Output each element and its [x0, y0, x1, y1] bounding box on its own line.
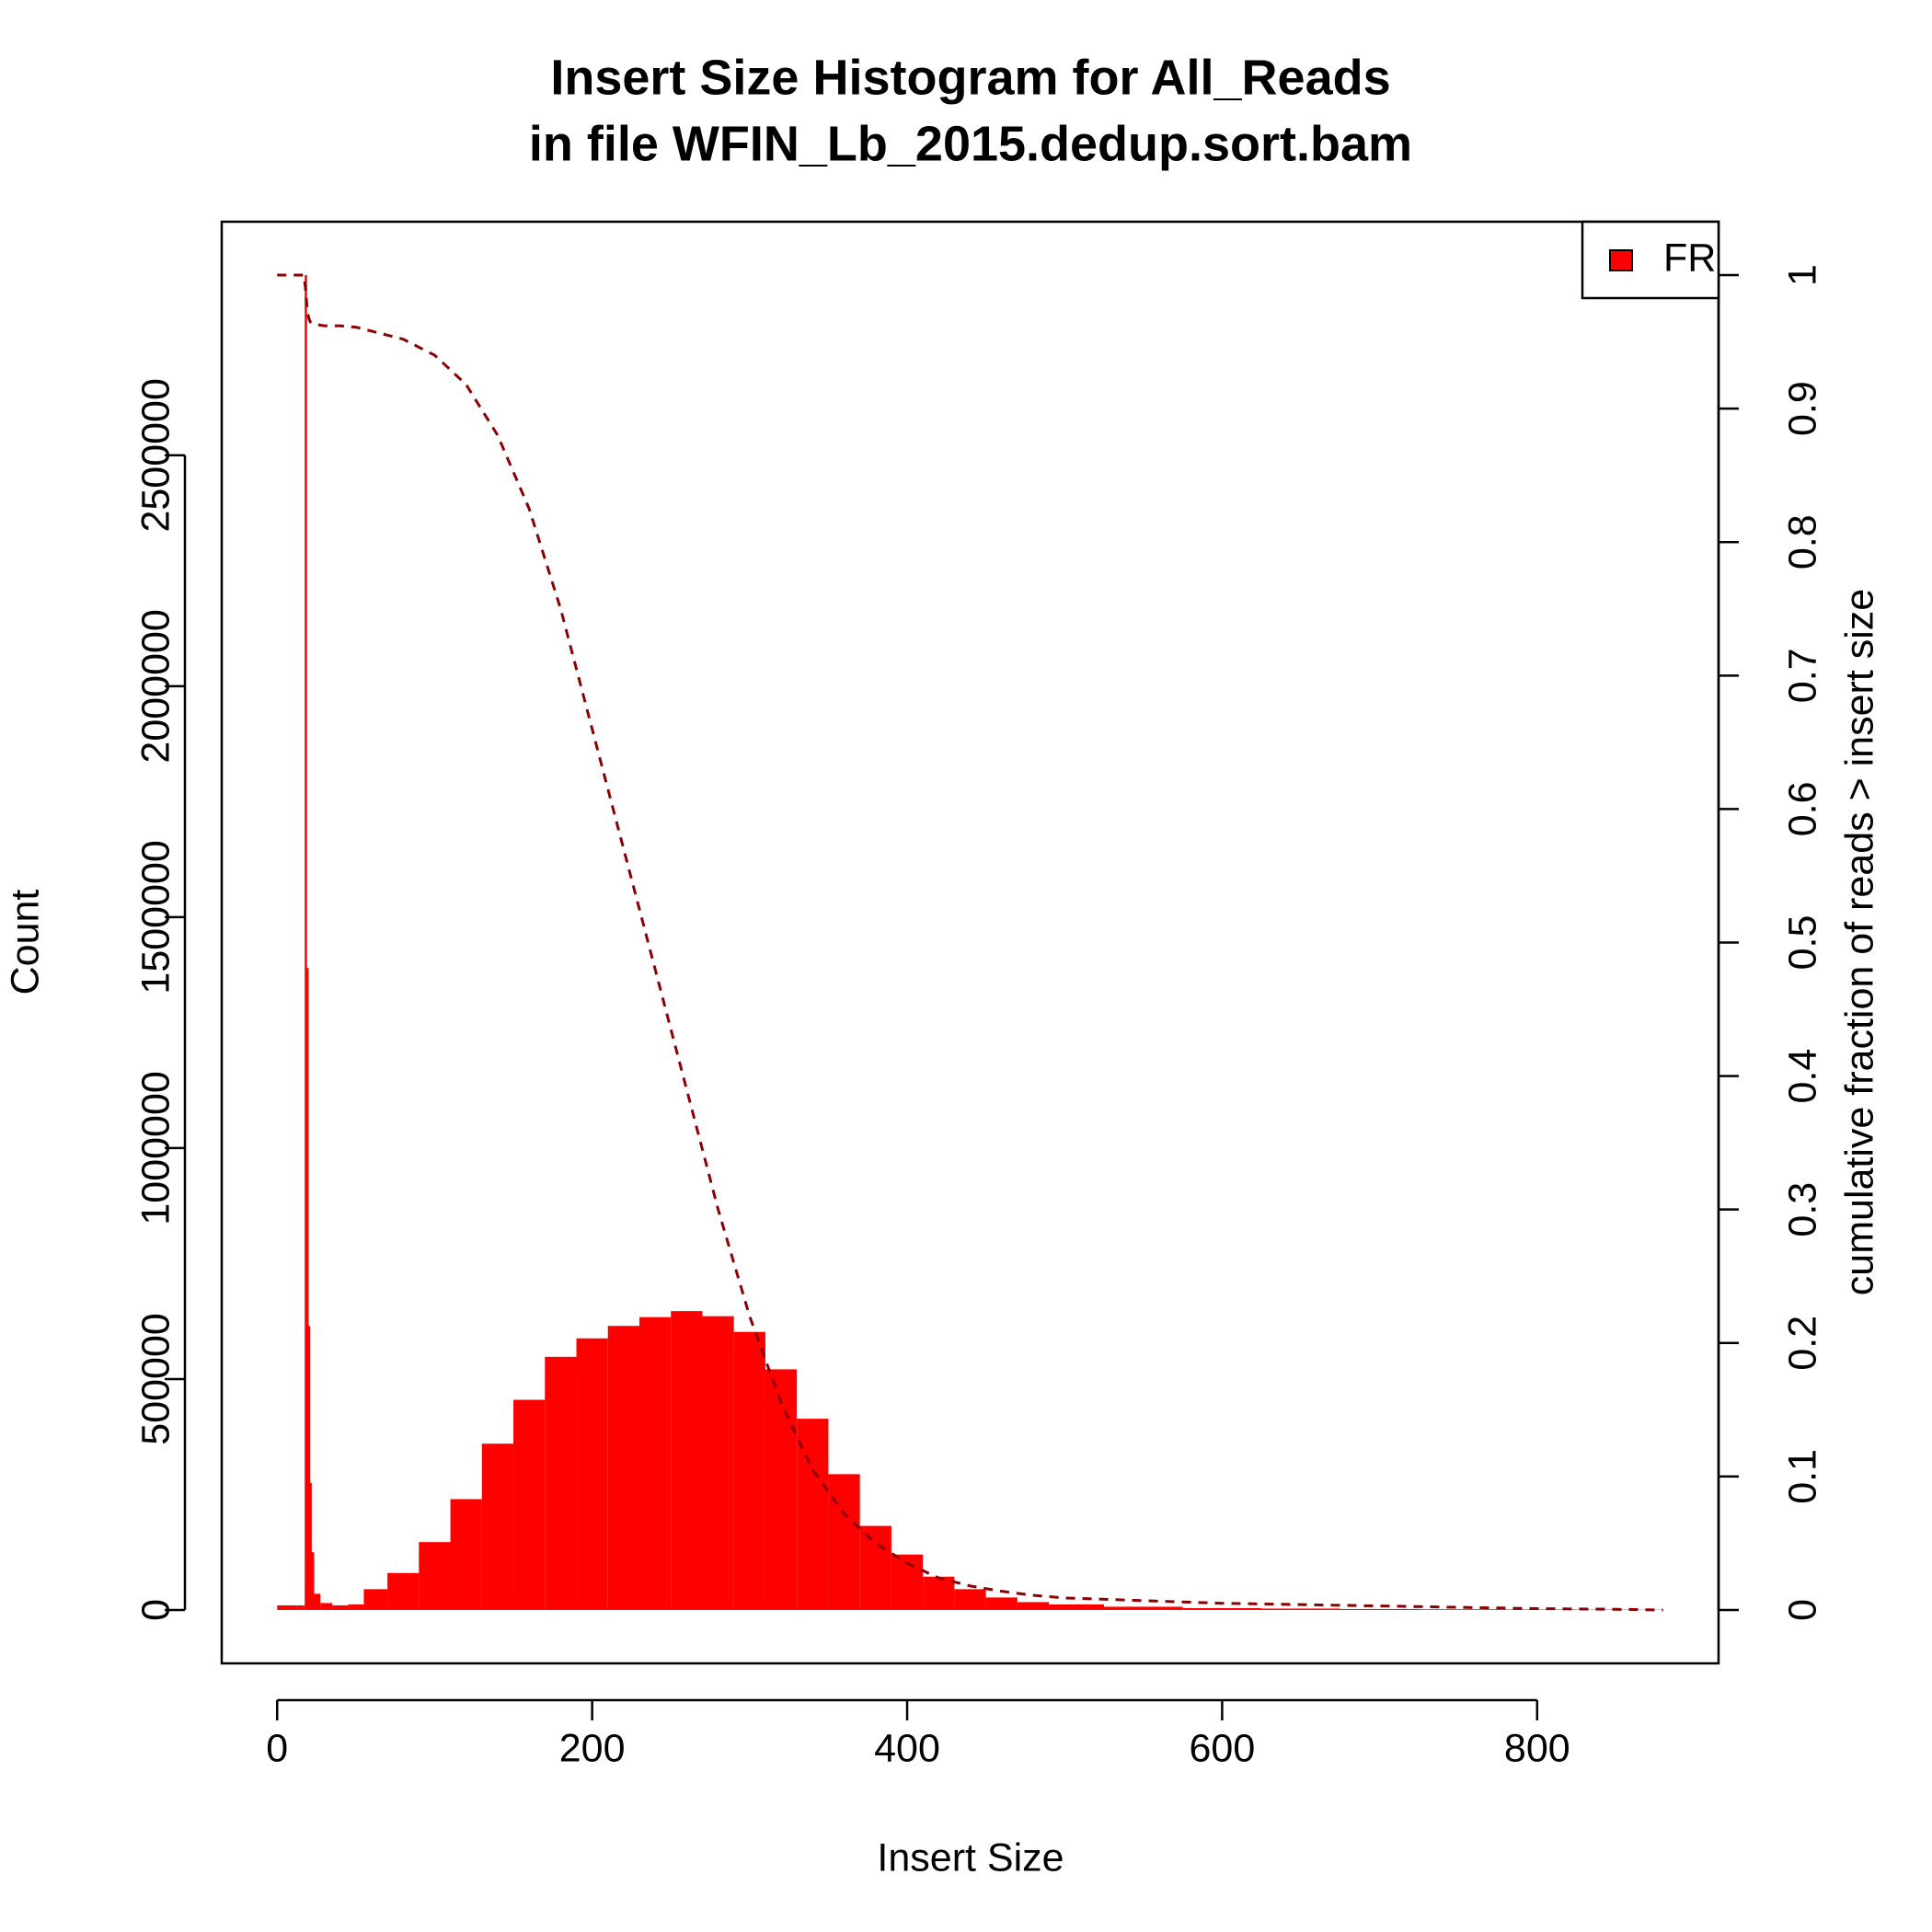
- y-tick-label: 2500000: [133, 378, 178, 532]
- y2-tick-label: 0.8: [1780, 514, 1824, 569]
- histogram-bar: [387, 1572, 420, 1610]
- histogram-bar: [419, 1542, 451, 1610]
- histogram-bar: [954, 1589, 986, 1610]
- histogram-bar: [314, 1593, 321, 1610]
- histogram-bar: [305, 275, 307, 1610]
- histogram-bar: [1419, 1609, 1498, 1610]
- y-tick-label: 1500000: [133, 840, 178, 994]
- chart-title: Insert Size Histogram for All_Reads: [550, 50, 1390, 105]
- cumulative-line: [277, 273, 1663, 1612]
- histogram-bar: [311, 1552, 315, 1610]
- y2-tick-label: 0.6: [1780, 782, 1824, 837]
- histogram-bar: [302, 1604, 305, 1610]
- histogram-bar: [797, 1419, 829, 1610]
- histogram-bar: [1261, 1608, 1340, 1610]
- histogram-bar: [363, 1589, 388, 1610]
- histogram-bar: [607, 1326, 639, 1610]
- y-tick-label: 1000000: [133, 1071, 178, 1225]
- histogram-bar: [307, 1326, 311, 1610]
- y2-tick-label: 0.3: [1780, 1182, 1824, 1237]
- histogram-bar: [309, 1482, 312, 1610]
- histogram-bar: [305, 968, 309, 1610]
- x-tick-label: 600: [1190, 1726, 1256, 1770]
- y2-tick-label: 0.7: [1780, 648, 1824, 703]
- histogram-bar: [576, 1338, 608, 1610]
- histogram-bar: [296, 1604, 303, 1610]
- histogram-bar: [828, 1474, 860, 1610]
- x-tick-label: 800: [1504, 1726, 1570, 1770]
- histogram-bar: [289, 1604, 297, 1610]
- histogram-bar: [1104, 1606, 1183, 1610]
- y-tick-label: 500000: [133, 1313, 178, 1445]
- y2-tick-label: 0.4: [1780, 1049, 1824, 1104]
- histogram-bar: [481, 1443, 514, 1610]
- legend-swatch: [1609, 249, 1633, 271]
- y2-tick-label: 0.1: [1780, 1449, 1824, 1504]
- y-tick-label: 2000000: [133, 609, 178, 763]
- histogram-bar: [671, 1311, 703, 1610]
- y2-tick-label: 0.2: [1780, 1316, 1824, 1371]
- y-tick-label: 0: [133, 1599, 178, 1621]
- histogram-bar: [638, 1317, 672, 1610]
- histogram-bar: [1049, 1604, 1105, 1610]
- x-axis-label: Insert Size: [877, 1835, 1064, 1880]
- y2-tick-label: 1: [1780, 264, 1824, 286]
- y2-tick-label: 0.5: [1780, 915, 1824, 971]
- histogram-bar: [733, 1331, 765, 1610]
- histogram-bar: [859, 1525, 891, 1610]
- histogram-bar: [923, 1576, 955, 1610]
- x-tick-label: 0: [266, 1726, 288, 1770]
- histogram-bar: [513, 1399, 546, 1610]
- histogram-bar: [702, 1316, 734, 1610]
- legend-label: FR: [1663, 236, 1716, 280]
- x-tick-label: 200: [559, 1726, 626, 1770]
- x-tick-label: 400: [874, 1726, 940, 1770]
- histogram-bar: [1017, 1602, 1050, 1610]
- y2-axis-label: cumulative fraction of reads > insert si…: [1837, 589, 1881, 1295]
- histogram-bar: [348, 1604, 364, 1610]
- histogram-bar: [277, 1604, 282, 1610]
- histogram-bar: [1182, 1607, 1262, 1610]
- histogram-bar: [320, 1603, 333, 1610]
- histogram-bar: [1340, 1608, 1420, 1610]
- y2-tick-label: 0.9: [1780, 381, 1824, 436]
- histogram-bar: [765, 1369, 798, 1610]
- y-axis-label: Count: [3, 890, 47, 995]
- histogram-bar: [450, 1499, 482, 1610]
- histogram-bar: [985, 1597, 1018, 1610]
- chart-subtitle: in file WFIN_Lb_2015.dedup.sort.bam: [529, 116, 1412, 171]
- histogram-bar: [332, 1604, 349, 1610]
- legend-box: [1581, 220, 1720, 300]
- y2-tick-label: 0: [1780, 1599, 1824, 1621]
- histogram-bar: [545, 1356, 577, 1610]
- histogram-bar: [281, 1604, 290, 1610]
